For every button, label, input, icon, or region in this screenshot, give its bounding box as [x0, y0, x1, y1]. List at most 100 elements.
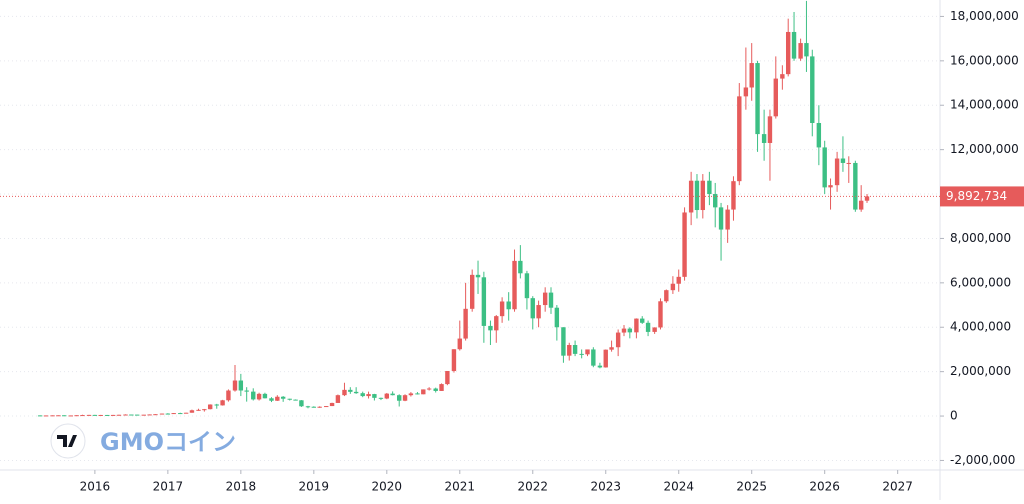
- candle-body: [658, 301, 663, 328]
- x-tick-label: 2024: [663, 480, 694, 494]
- candle-body: [329, 402, 335, 407]
- candle-body: [499, 301, 505, 317]
- candle-body: [749, 63, 754, 88]
- y-tick-label: 14,000,000: [950, 98, 1019, 112]
- candle-body: [469, 274, 475, 309]
- candle-body: [98, 414, 103, 416]
- candle-body: [475, 274, 481, 278]
- candle-body: [445, 370, 450, 385]
- watermark: GMOコイン: [100, 428, 236, 456]
- candle-body: [773, 78, 778, 117]
- candle-body: [725, 209, 730, 230]
- candle-body: [634, 318, 639, 333]
- candle-body: [80, 415, 85, 417]
- candle-body: [123, 414, 128, 416]
- candle-body: [816, 122, 822, 148]
- y-tick-label: 6,000,000: [950, 275, 1011, 289]
- candle-body: [311, 406, 317, 408]
- candle-body: [700, 180, 706, 211]
- candle-body: [244, 390, 249, 392]
- candle-body: [451, 349, 457, 371]
- candle-body: [378, 397, 384, 399]
- candle-body: [846, 162, 851, 164]
- candle-body: [433, 388, 438, 391]
- candle-body: [572, 345, 578, 354]
- candle-body: [597, 365, 603, 368]
- candle-body: [731, 181, 736, 210]
- x-tick-label: 2018: [226, 480, 257, 494]
- candle-body: [178, 413, 183, 415]
- candle-body: [713, 194, 718, 208]
- candle-body: [567, 345, 572, 356]
- candle-body: [798, 43, 803, 59]
- y-tick-label: 16,000,000: [950, 53, 1019, 67]
- price-label-box: [940, 186, 1024, 207]
- candle-body: [645, 322, 651, 332]
- candle-body: [287, 398, 292, 400]
- candle-body: [105, 414, 110, 416]
- candle-body: [86, 414, 92, 416]
- candle-body: [110, 414, 116, 416]
- candle-body: [718, 207, 724, 230]
- candle-body: [141, 414, 146, 416]
- candle-body: [652, 327, 657, 332]
- candle-body: [360, 393, 365, 397]
- candle-body: [135, 414, 140, 416]
- candle-body: [305, 406, 311, 408]
- candle-body: [202, 409, 207, 411]
- candle-body: [196, 409, 201, 411]
- candle-body: [220, 400, 225, 406]
- candle-body: [494, 316, 499, 331]
- candle-body: [275, 396, 280, 401]
- y-tick-label: 0: [950, 409, 958, 423]
- candle-body: [767, 116, 773, 143]
- candle-body: [74, 415, 79, 417]
- y-tick-label: 2,000,000: [950, 364, 1011, 378]
- candle-body: [791, 31, 797, 59]
- y-tick-label: 8,000,000: [950, 231, 1011, 245]
- candle-body: [463, 308, 468, 339]
- candle-body: [256, 393, 262, 400]
- candle-body: [737, 96, 742, 182]
- candle-body: [189, 410, 195, 413]
- candle-body: [165, 413, 171, 415]
- x-tick-label: 2027: [882, 480, 913, 494]
- candle-body: [785, 31, 791, 75]
- x-tick-label: 2022: [517, 480, 548, 494]
- candle-body: [822, 147, 827, 188]
- candle-body: [439, 384, 444, 391]
- candle-body: [408, 393, 414, 396]
- candle-body: [488, 325, 493, 331]
- candle-body: [536, 305, 541, 319]
- candle-body: [251, 391, 256, 400]
- candle-body: [232, 380, 238, 391]
- candle-body: [92, 414, 98, 416]
- candle-body: [214, 404, 219, 406]
- candle-body: [828, 185, 833, 188]
- candle-body: [207, 404, 213, 410]
- candle-body: [56, 415, 61, 417]
- candle-body: [129, 414, 134, 416]
- candle-body: [506, 301, 511, 310]
- x-tick-label: 2019: [299, 480, 330, 494]
- candle-body: [664, 290, 669, 302]
- candle-body: [561, 327, 566, 356]
- candle-body: [262, 393, 268, 399]
- x-tick-label: 2026: [809, 480, 840, 494]
- candle-body: [353, 391, 359, 394]
- candle-body: [864, 196, 870, 201]
- candle-body: [116, 414, 122, 416]
- candle-body: [755, 63, 760, 135]
- candle-body: [402, 395, 408, 401]
- candle-body: [348, 389, 353, 392]
- candle-body: [68, 415, 73, 417]
- candle-body: [761, 134, 767, 143]
- candle-body: [342, 389, 347, 396]
- candle-body: [530, 298, 535, 319]
- candle-body: [707, 180, 712, 195]
- candle-body: [640, 318, 645, 323]
- candle-body: [591, 349, 596, 366]
- y-tick-label: 12,000,000: [950, 142, 1019, 156]
- candle-body: [512, 260, 517, 310]
